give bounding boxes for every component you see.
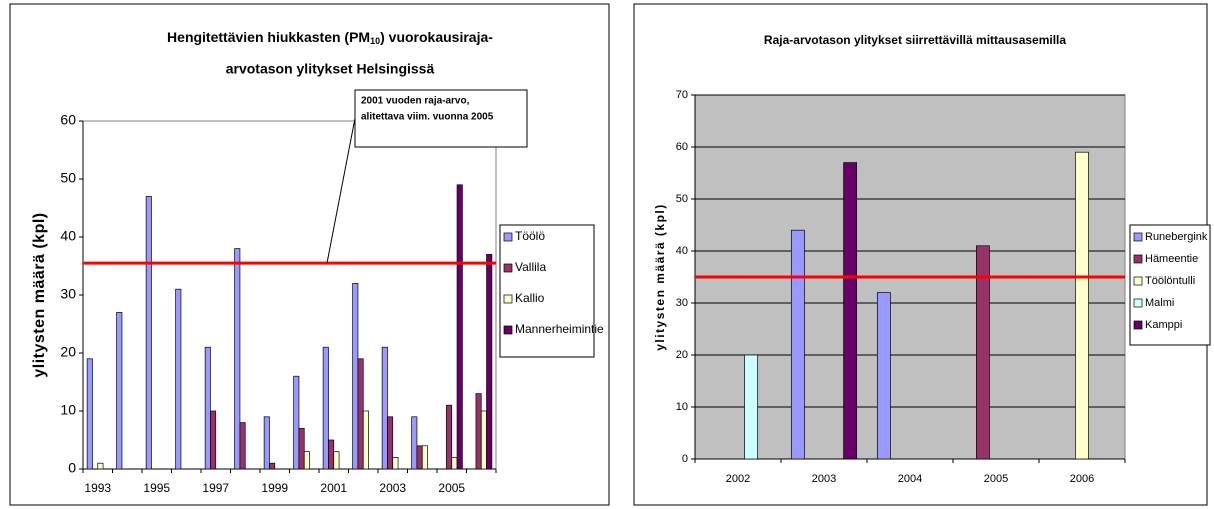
y-tick-label: 0: [68, 460, 76, 476]
bar: [362, 410, 369, 470]
bar: [486, 254, 493, 470]
x-tick-label: 2003: [379, 481, 406, 495]
bar: [475, 393, 482, 470]
x-tick-label: 2001: [320, 481, 347, 495]
x-tick-label: 1993: [84, 481, 111, 495]
annotation-text: 2001 vuoden raja-arvo,: [361, 96, 470, 107]
y-tick-label: 0: [682, 453, 688, 465]
x-tick-label: 1997: [202, 481, 229, 495]
bar: [480, 410, 487, 470]
x-tick-label: 2005: [984, 473, 1008, 485]
legend-swatch: [1133, 298, 1143, 308]
legend-swatch: [1133, 232, 1143, 242]
bar: [451, 457, 458, 470]
legend-label: Malmi: [1145, 297, 1174, 309]
bar: [381, 346, 388, 470]
legend-box: [1129, 224, 1211, 346]
x-tick-label: 2003: [812, 473, 836, 485]
annotation-text: alitettava viim. vuonna 2005: [361, 112, 494, 123]
bar: [421, 445, 428, 470]
annotation-box: [354, 89, 528, 148]
y-tick-label: 20: [676, 349, 688, 361]
bar: [145, 196, 152, 470]
bar: [446, 404, 453, 470]
y-axis-label: ylitysten määrä (kpl): [653, 203, 667, 351]
x-tick-label: 2005: [438, 481, 465, 495]
bar: [744, 354, 758, 460]
bar: [86, 358, 93, 470]
y-tick-label: 10: [676, 401, 688, 413]
bar: [976, 245, 990, 460]
x-tick-label: 1999: [261, 481, 288, 495]
bar: [456, 184, 463, 470]
legend-label: Töölö: [515, 229, 545, 243]
title-part: ) vuorokausiraja-: [380, 29, 493, 45]
title-subscript: 10: [370, 36, 380, 46]
bar: [234, 248, 241, 470]
bar: [333, 451, 340, 470]
legend-swatch: [1133, 320, 1143, 330]
bar: [843, 162, 858, 460]
plot-area: [82, 120, 497, 470]
y-tick-label: 30: [60, 286, 76, 302]
legend-swatch: [503, 263, 513, 273]
bar: [387, 416, 394, 470]
bar: [97, 462, 104, 470]
bar: [293, 375, 300, 470]
y-tick-label: 40: [676, 245, 688, 257]
x-tick-label: 2002: [726, 473, 750, 485]
legend-label: Kallio: [515, 291, 545, 305]
bar: [328, 439, 335, 470]
bar: [210, 410, 217, 470]
bar: [263, 416, 270, 470]
legend-swatch: [503, 232, 513, 242]
y-tick-label: 50: [676, 193, 688, 205]
bar: [876, 292, 891, 460]
legend-label: Mannerheimintie: [515, 322, 604, 336]
legend-label: Kamppi: [1145, 319, 1182, 331]
legend-label: Hämeentie: [1145, 253, 1198, 265]
y-tick-label: 30: [676, 297, 688, 309]
bar: [269, 462, 276, 470]
legend-box: [499, 224, 595, 358]
bar: [298, 428, 305, 470]
y-tick-label: 20: [60, 344, 76, 360]
bar: [352, 283, 359, 470]
bar: [411, 416, 418, 470]
bar: [322, 346, 329, 470]
legend-label: Töölöntulli: [1145, 275, 1195, 287]
y-tick-label: 10: [60, 402, 76, 418]
legend-label: Vallila: [515, 260, 546, 274]
bar: [1075, 151, 1089, 460]
bar: [392, 457, 399, 470]
chart-title: Hengitettävien hiukkasten (PM10) vuoroka…: [167, 29, 493, 47]
y-tick-label: 60: [676, 141, 688, 153]
bar: [357, 358, 364, 470]
chart-title: arvotason ylitykset Helsingissä: [226, 61, 435, 77]
annotation-leader: [326, 107, 358, 264]
bar: [116, 312, 123, 470]
legend-label: Runebergink: [1145, 231, 1208, 243]
x-tick-label: 2006: [1070, 473, 1094, 485]
legend-swatch: [503, 325, 513, 335]
legend-swatch: [1133, 276, 1143, 286]
y-tick-label: 50: [60, 170, 76, 186]
y-tick-label: 60: [60, 112, 76, 128]
y-tick-label: 40: [60, 228, 76, 244]
title-part: Hengitettävien hiukkasten (PM: [167, 29, 370, 45]
bar: [303, 451, 310, 470]
bar: [204, 346, 211, 470]
bar: [790, 229, 805, 460]
legend-swatch: [1133, 254, 1143, 264]
y-axis-label: ylitysten määrä (kpl): [31, 212, 48, 377]
bar: [416, 445, 423, 470]
x-tick-label: 2004: [898, 473, 922, 485]
bar: [239, 422, 246, 470]
x-tick-label: 1995: [143, 481, 170, 495]
legend-swatch: [503, 294, 513, 304]
bar: [175, 288, 182, 470]
y-tick-label: 70: [676, 89, 688, 101]
chart-title: Raja-arvotason ylitykset siirrettävillä …: [764, 33, 1066, 47]
